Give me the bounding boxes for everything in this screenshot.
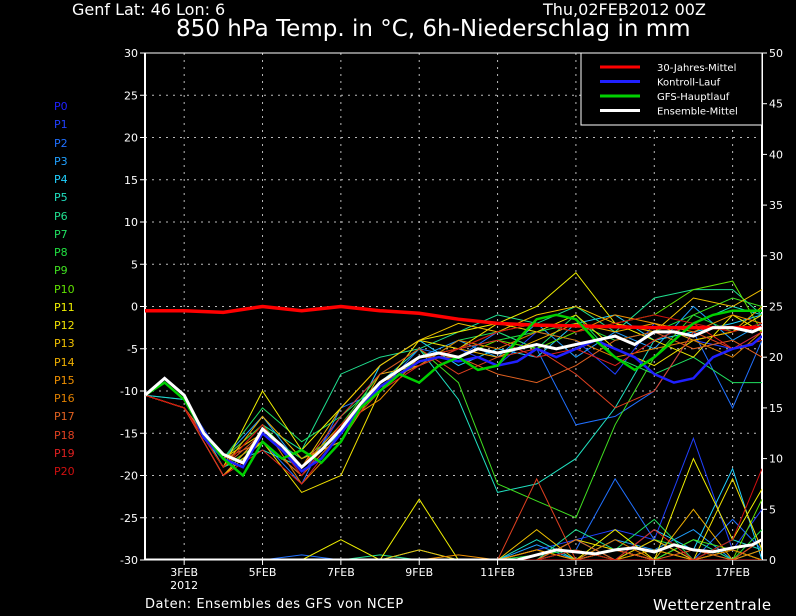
y-tick-label-left: -10 xyxy=(120,385,138,398)
y-tick-label-right: 50 xyxy=(769,47,783,60)
member-precip-line-p7 xyxy=(145,518,762,560)
y-tick-label-left: 25 xyxy=(124,89,138,102)
y-tick-label-right: 45 xyxy=(769,98,783,111)
member-temp-line-p11 xyxy=(145,271,762,469)
y-tick-label-left: 30 xyxy=(124,47,138,60)
member-label-p8: P8 xyxy=(54,246,68,259)
y-tick-label-left: 20 xyxy=(124,132,138,145)
member-label-p12: P12 xyxy=(54,319,75,332)
x-tick-label: 7FEB xyxy=(327,566,355,579)
y-tick-label-right: 20 xyxy=(769,351,783,364)
member-label-p20: P20 xyxy=(54,465,75,478)
member-label-p1: P1 xyxy=(54,118,68,132)
y-tick-label-right: 35 xyxy=(769,199,783,212)
ensemble-mean-line xyxy=(145,326,762,470)
chart-title: 850 hPa Temp. in °C, 6h-Niederschlag in … xyxy=(176,16,691,42)
member-precip-line-p4 xyxy=(145,467,762,560)
y-tick-label-left: 5 xyxy=(131,258,138,271)
chart-legend: 30-Jahres-Mittel Kontroll-Lauf GFS-Hauptla… xyxy=(580,52,763,126)
member-temp-line-p17 xyxy=(145,331,762,477)
y-tick-label-left: 10 xyxy=(124,216,138,229)
x-tick-label: 3FEB xyxy=(170,566,198,579)
member-label-p4: P4 xyxy=(54,173,68,186)
y-tick-label-left: -30 xyxy=(120,554,138,567)
member-label-p7: P7 xyxy=(54,227,68,241)
member-precip-line-p15 xyxy=(145,549,762,560)
y-tick-label-left: -5 xyxy=(127,343,138,356)
y-tick-label-right: 10 xyxy=(769,453,783,466)
x-tick-sublabel: 2012 xyxy=(170,579,198,592)
member-precip-line-p9 xyxy=(145,539,762,560)
member-label-p10: P10 xyxy=(54,282,75,296)
y-tick-label-left: -20 xyxy=(120,470,138,483)
y-tick-label-right: 0 xyxy=(769,554,776,567)
member-precip-line-p14 xyxy=(145,508,762,560)
member-label-p14: P14 xyxy=(54,355,75,369)
y-tick-label-right: 5 xyxy=(769,503,776,516)
climate-mean-line xyxy=(145,304,762,330)
x-tick-label: 5FEB xyxy=(249,566,277,579)
member-label-p19: P19 xyxy=(54,446,75,460)
member-label-p13: P13 xyxy=(54,337,75,351)
x-tick-label: 9FEB xyxy=(405,566,433,579)
member-label-p16: P16 xyxy=(54,392,75,405)
member-label-p0: P0 xyxy=(54,100,68,113)
member-label-p2: P2 xyxy=(54,136,68,150)
legend-box xyxy=(580,52,763,126)
member-temp-line-p18 xyxy=(145,331,762,468)
member-precip-line-p5 xyxy=(145,539,762,560)
data-credit: Daten: Ensembles des GFS von NCEP xyxy=(145,597,404,612)
member-precip-line-p11 xyxy=(145,457,762,560)
member-temp-line-p20 xyxy=(145,314,762,477)
member-label-p18: P18 xyxy=(54,428,75,442)
member-label-p17: P17 xyxy=(54,410,75,424)
member-temp-line-p13 xyxy=(145,289,762,468)
y-tick-label-right: 40 xyxy=(769,148,783,161)
member-precip-line-p19 xyxy=(145,528,762,560)
member-label-p3: P3 xyxy=(54,154,68,168)
member-label-p5: P5 xyxy=(54,191,68,205)
brand-label: Wetterzentrale xyxy=(653,596,772,614)
location-label: Genf Lat: 46 Lon: 6 xyxy=(72,0,226,19)
member-temp-line-p7 xyxy=(145,314,762,460)
x-tick-label: 15FEB xyxy=(637,566,672,579)
member-label-p15: P15 xyxy=(54,373,75,387)
member-label-p9: P9 xyxy=(54,264,68,278)
member-legend: P0 P1 P2 P3 P4 P5 P6 P7 P8 P9 P10 P11 P12 P13 P14 P15 P1… xyxy=(54,98,75,481)
member-precip-line-p1 xyxy=(145,436,762,560)
run-date-label: Thu,02FEB2012 00Z xyxy=(543,0,706,19)
y-tick-label-right: 30 xyxy=(769,250,783,263)
legend-label: Ensemble-Mittel xyxy=(657,107,738,118)
member-precip-line-p17 xyxy=(145,539,762,560)
legend-label: 30-Jahres-Mittel xyxy=(657,63,736,74)
x-tick-label: 13FEB xyxy=(559,566,594,579)
y-tick-label-right: 15 xyxy=(769,402,783,415)
plot-area xyxy=(145,271,762,560)
control-run-line xyxy=(145,335,762,473)
y-tick-label-left: 15 xyxy=(124,174,138,187)
legend-label: GFS-Hauptlauf xyxy=(657,92,730,103)
member-label-p6: P6 xyxy=(54,209,68,223)
member-temp-line-p9 xyxy=(145,297,762,519)
member-precip-line-p16 xyxy=(145,539,762,560)
y-tick-label-left: -25 xyxy=(120,512,138,525)
ensemble-mean-precip-line xyxy=(145,538,762,560)
y-tick-label-left: -15 xyxy=(120,427,138,440)
y-tick-label-left: 0 xyxy=(131,301,138,314)
member-precip-line-p10 xyxy=(145,498,762,560)
x-tick-label: 17FEB xyxy=(715,566,750,579)
x-tick-label: 11FEB xyxy=(480,566,515,579)
y-tick-label-right: 25 xyxy=(769,301,783,314)
member-label-p11: P11 xyxy=(54,300,75,314)
legend-label: Kontroll-Lauf xyxy=(657,78,721,89)
